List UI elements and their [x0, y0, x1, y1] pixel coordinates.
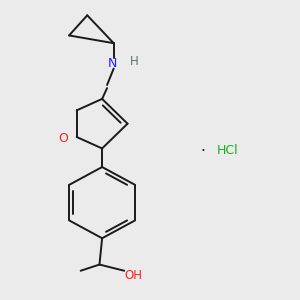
Text: O: O: [58, 132, 68, 145]
Text: OH: OH: [124, 269, 142, 282]
Text: N: N: [107, 57, 117, 70]
Text: H: H: [130, 55, 139, 68]
Text: ·: ·: [200, 144, 205, 159]
Text: HCl: HCl: [217, 143, 239, 157]
